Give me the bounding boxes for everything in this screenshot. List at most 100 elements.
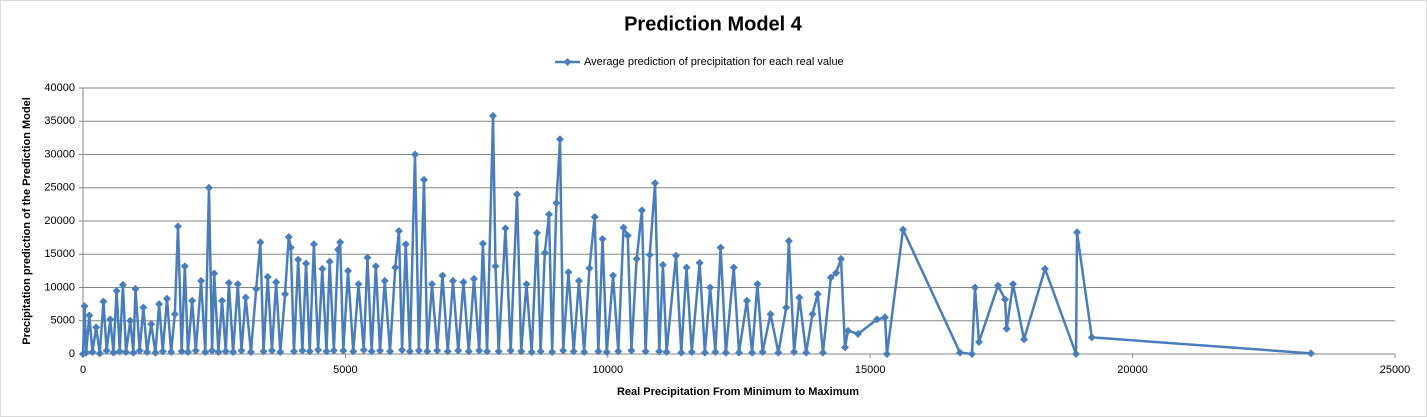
data-point: [623, 231, 632, 240]
y-tick-label: 15000: [44, 248, 75, 260]
data-point: [813, 290, 822, 299]
data-point: [135, 346, 144, 355]
x-tick-label: 5000: [333, 364, 357, 376]
data-point: [1041, 264, 1050, 273]
y-tick-label: 0: [69, 348, 75, 360]
data-point: [721, 348, 730, 357]
data-point: [651, 179, 660, 188]
data-point: [180, 262, 189, 271]
data-point: [170, 310, 179, 319]
data-point: [580, 348, 589, 357]
data-point: [143, 348, 152, 357]
data-point: [790, 348, 799, 357]
data-point: [658, 260, 667, 269]
data-point: [204, 183, 213, 192]
data-point: [246, 348, 255, 357]
data-point: [112, 286, 121, 295]
data-point: [1087, 333, 1096, 342]
data-point: [241, 293, 250, 302]
data-point: [322, 347, 331, 356]
data-point: [513, 190, 522, 199]
data-point: [742, 296, 751, 305]
data-point: [974, 338, 983, 347]
data-point: [115, 347, 124, 356]
data-point: [391, 263, 400, 272]
data-point: [183, 348, 192, 357]
data-point: [1306, 349, 1315, 358]
data-point: [88, 348, 97, 357]
data-point: [129, 348, 138, 357]
data-point: [483, 347, 492, 356]
data-point: [210, 269, 219, 278]
legend-label: Average prediction of precipitation for …: [584, 56, 844, 68]
data-point: [344, 266, 353, 275]
data-point: [489, 111, 498, 120]
data-point: [627, 346, 636, 355]
data-point: [118, 280, 127, 289]
data-point: [448, 276, 457, 285]
data-point: [735, 348, 743, 357]
data-point: [968, 350, 977, 358]
data-point: [682, 263, 691, 272]
y-tick-label: 40000: [44, 82, 75, 94]
data-point: [371, 262, 380, 271]
data-point: [700, 348, 709, 357]
data-point: [339, 346, 348, 355]
chart-title: Prediction Model 4: [624, 13, 803, 35]
data-point: [594, 347, 603, 356]
data-point: [454, 346, 463, 355]
data-point: [569, 347, 578, 356]
y-tick-label: 20000: [44, 215, 75, 227]
data-point: [645, 250, 654, 259]
data-point: [632, 254, 641, 263]
data-point: [85, 311, 94, 320]
data-point: [711, 348, 720, 357]
data-point: [309, 240, 318, 249]
data-point: [687, 348, 696, 357]
data-point: [955, 348, 964, 357]
data-point: [380, 276, 389, 285]
data-point: [619, 223, 628, 232]
data-point: [826, 273, 835, 282]
data-point: [318, 264, 327, 273]
data-point: [398, 346, 407, 355]
y-tick-label: 30000: [44, 148, 75, 160]
data-point: [438, 271, 447, 280]
data-point: [1001, 295, 1010, 304]
data-point: [695, 258, 704, 267]
data-point: [808, 310, 817, 319]
data-point: [349, 347, 358, 356]
data-point: [267, 346, 276, 355]
data-point: [662, 348, 671, 357]
data-point: [147, 320, 156, 329]
data-point: [376, 346, 385, 355]
data-point: [545, 210, 554, 219]
x-tick-label: 15000: [855, 364, 886, 376]
data-point: [637, 206, 646, 215]
data-point: [1008, 280, 1017, 289]
data-point: [1072, 350, 1081, 358]
data-point: [286, 243, 295, 252]
data-point: [263, 272, 272, 281]
data-point: [609, 271, 618, 280]
data-point: [158, 347, 167, 356]
data-point: [459, 278, 468, 287]
data-point: [469, 274, 478, 283]
data-point: [564, 268, 573, 277]
data-point: [122, 348, 131, 357]
data-point: [334, 245, 343, 254]
x-axis-title: Real Precipitation From Minimum to Maxim…: [617, 386, 859, 398]
data-point: [314, 346, 323, 355]
data-point: [802, 348, 811, 357]
y-tick-label: 25000: [44, 182, 75, 194]
data-point: [218, 296, 227, 305]
data-point: [414, 346, 423, 355]
data-point: [971, 283, 980, 292]
data-point: [405, 347, 414, 356]
data-point: [574, 276, 583, 285]
data-point: [478, 239, 487, 248]
x-tick-label: 20000: [1117, 364, 1148, 376]
data-point: [590, 213, 599, 222]
data-point: [880, 313, 889, 322]
